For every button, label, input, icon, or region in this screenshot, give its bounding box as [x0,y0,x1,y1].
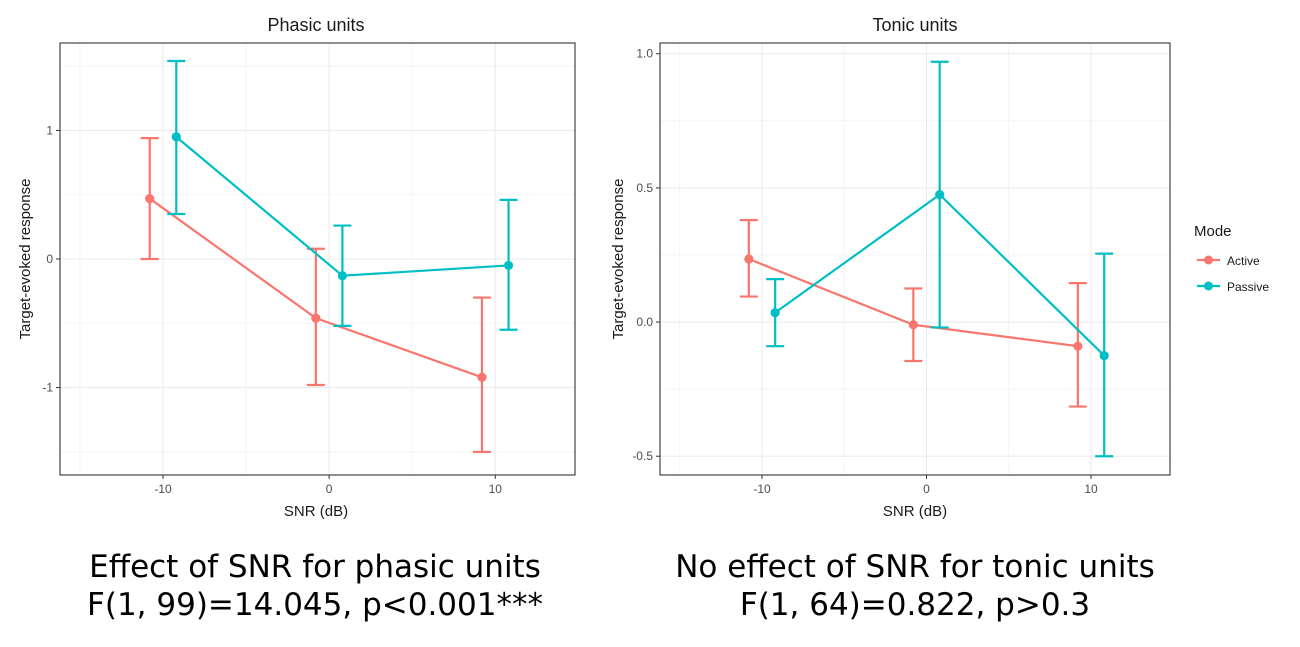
tonic-x-tick-label: -10 [753,482,771,496]
phasic-x-axis-label: SNR (dB) [284,503,348,520]
phasic-x-tick-label: 0 [326,482,333,496]
phasic-title: Phasic units [267,15,364,35]
tonic-active-point [1073,341,1083,351]
tonic-x-axis-label: SNR (dB) [883,503,947,520]
phasic-panel-border [59,42,576,476]
tonic-caption-line1: No effect of SNR for tonic units [675,549,1155,585]
tonic-x-tick-label: 10 [1084,482,1098,496]
tonic-caption: No effect of SNR for tonic units F(1, 64… [620,548,1210,624]
legend-active-label: Active [1227,254,1260,268]
phasic-y-tick-label: 0 [46,252,53,266]
tonic-y-tick-label: 1.0 [636,47,653,61]
tonic-y-tick-label: -0.5 [632,449,653,463]
legend-title: Mode [1194,223,1232,240]
tonic-active-point [744,254,754,264]
phasic-caption-line2: F(1, 99)=14.045, p<0.001*** [87,587,543,623]
tonic-passive-point [770,308,780,318]
legend-passive-marker [1204,281,1213,291]
phasic-y-axis-label: Target-evoked response [17,179,34,340]
tonic-passive-point [1099,350,1109,361]
phasic-active-point [311,313,321,323]
phasic-y-tick-label: -1 [42,381,53,395]
tonic-caption-line2: F(1, 64)=0.822, p>0.3 [739,587,1091,623]
tonic-units-panel: -0.5 0.0 0.5 1.0 -10 0 10 Tonic units SNR (dB) Ta… [610,15,1171,520]
phasic-x-tick-label: 10 [489,482,503,496]
phasic-active-point [145,193,155,204]
tonic-x-tick-label: 0 [923,482,930,496]
phasic-active-point [477,372,487,382]
phasic-caption-line1: Effect of SNR for phasic units [89,549,541,585]
legend-active-marker [1204,255,1213,265]
tonic-title: Tonic units [872,15,957,35]
phasic-x-tick-label: -10 [154,482,172,496]
phasic-passive-point [171,132,181,142]
tonic-y-tick-label: 0.5 [636,181,653,195]
phasic-y-tick-label: 1 [46,123,53,137]
tonic-y-axis-label: Target-evoked response [610,179,627,340]
tonic-panel-border [659,42,1171,476]
tonic-passive-point [935,190,945,200]
legend: Mode Active Passive [1194,223,1269,294]
phasic-passive-point [337,271,348,281]
tonic-active-point [908,320,918,330]
legend-passive-label: Passive [1227,280,1269,294]
phasic-passive-point [503,260,514,271]
phasic-caption: Effect of SNR for phasic units F(1, 99)=… [20,548,610,624]
tonic-y-tick-label: 0.0 [636,315,653,329]
